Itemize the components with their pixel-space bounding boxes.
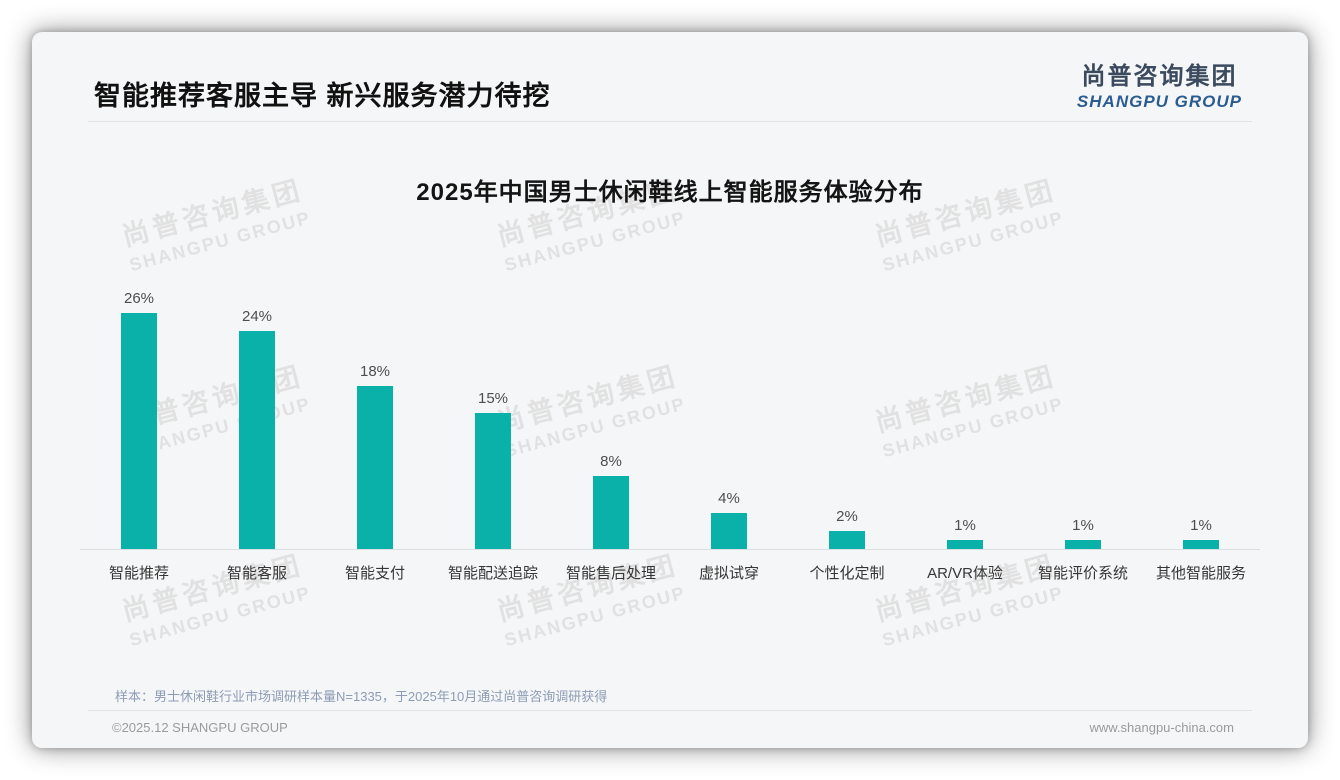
bar-column: 24% (198, 272, 316, 549)
category-label: 虚拟试穿 (698, 565, 759, 582)
watermark-en: SHANGPU GROUP (127, 207, 314, 276)
chart-plot: 26% 24% 18% 15% 8% 4% 2% 1% 1% 1% (80, 272, 1260, 549)
bar-column: 26% (80, 272, 198, 549)
bar-column: 8% (552, 272, 670, 549)
bar-column: 4% (670, 272, 788, 549)
watermark-cn: 尚普咨询集团 (118, 549, 307, 627)
bar (947, 540, 983, 549)
bar (1183, 540, 1219, 549)
category-label: 智能售后处理 (565, 565, 656, 582)
bar-column: 15% (434, 272, 552, 549)
watermark-en: SHANGPU GROUP (502, 582, 689, 651)
page-title: 智能推荐客服主导 新兴服务潜力待挖 (94, 81, 551, 111)
bar (239, 331, 275, 549)
bar-value-label: 4% (718, 490, 740, 507)
bar-value-label: 24% (241, 308, 273, 325)
bar-value-label: 26% (123, 290, 155, 307)
watermark-en: SHANGPU GROUP (880, 207, 1067, 276)
website-text: www.shangpu-china.com (1089, 720, 1234, 735)
watermark-en: SHANGPU GROUP (502, 207, 689, 276)
watermark-en: SHANGPU GROUP (127, 582, 314, 651)
bar-value-label: 1% (1072, 517, 1094, 534)
bar-value-label: 18% (359, 363, 391, 380)
watermark-en: SHANGPU GROUP (880, 582, 1067, 651)
category-label: 智能客服 (226, 565, 287, 582)
bar (829, 531, 865, 549)
bar (357, 386, 393, 549)
x-axis-line (80, 549, 1260, 550)
category-label: 智能推荐 (108, 565, 169, 582)
bar-column: 18% (316, 272, 434, 549)
category-label: 智能评价系统 (1037, 565, 1128, 582)
header-divider (88, 121, 1252, 122)
bar (1065, 540, 1101, 549)
bar-value-label: 1% (1190, 517, 1212, 534)
company-logo: 尚普咨询集团 SHANGPU GROUP (1077, 56, 1242, 112)
bar-value-label: 15% (477, 390, 509, 407)
logo-text-en: SHANGPU GROUP (1076, 92, 1242, 111)
category-label: 个性化定制 (809, 565, 885, 582)
bar (711, 513, 747, 549)
watermark-cn: 尚普咨询集团 (871, 549, 1060, 627)
bar-column: 1% (1024, 272, 1142, 549)
bar (121, 313, 157, 549)
copyright-text: ©2025.12 SHANGPU GROUP (112, 720, 288, 735)
category-label: AR/VR体验 (927, 565, 1003, 582)
slide: 尚普咨询集团 SHANGPU GROUP 尚普咨询集团 SHANGPU GROU… (32, 32, 1308, 748)
watermark: 尚普咨询集团 SHANGPU GROUP (870, 543, 1067, 651)
sample-note: 样本：男士休闲鞋行业市场调研样本量N=1335，于2025年10月通过尚普咨询调… (115, 689, 608, 704)
watermark: 尚普咨询集团 SHANGPU GROUP (492, 543, 689, 651)
bar-column: 1% (1142, 272, 1260, 549)
bar-column: 2% (788, 272, 906, 549)
category-label: 其他智能服务 (1155, 565, 1246, 582)
bar-column: 1% (906, 272, 1024, 549)
category-label: 智能配送追踪 (447, 565, 538, 582)
bar-value-label: 2% (836, 508, 858, 525)
category-label: 智能支付 (344, 565, 405, 582)
bar-value-label: 8% (600, 453, 622, 470)
chart-title: 2025年中国男士休闲鞋线上智能服务体验分布 (416, 179, 924, 206)
logo-text-cn: 尚普咨询集团 (1081, 63, 1238, 90)
bar (475, 413, 511, 549)
watermark-cn: 尚普咨询集团 (493, 549, 682, 627)
bar (593, 476, 629, 549)
footer-divider (88, 710, 1252, 711)
watermark: 尚普咨询集团 SHANGPU GROUP (117, 543, 314, 651)
chart-categories: 智能推荐 智能客服 智能支付 智能配送追踪 智能售后处理 虚拟试穿 个性化定制 AR/VR体验… (80, 562, 1260, 583)
bar-value-label: 1% (954, 517, 976, 534)
